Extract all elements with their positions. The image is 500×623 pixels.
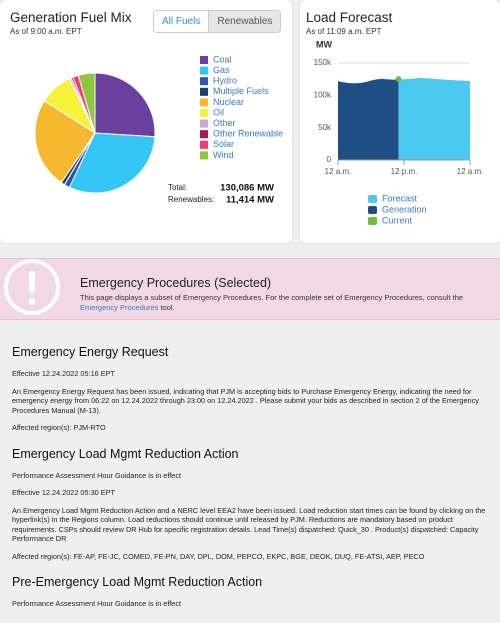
card-subtitle: As of 9:00 a.m. EPT: [10, 27, 82, 36]
legend-swatch: [200, 151, 208, 160]
legend-label: Forecast: [382, 193, 418, 203]
legend-swatch: [200, 140, 208, 149]
tabs: All Fuels Renewables: [153, 10, 282, 33]
area-chart: MW 0 50k 100k 150k 12 a.m. 12 p.m. 12 a.m. Forec…: [314, 39, 484, 225]
section-text: Performance Assessment Hour Guidance is …: [12, 599, 181, 608]
x-tick-label: 12 a.m.: [325, 167, 352, 176]
section-text: An Emergency Energy Request has been iss…: [12, 386, 479, 415]
section-text: Affected region(s): PJM-RTO: [12, 423, 106, 432]
y-tick-label: 0: [327, 155, 332, 164]
fuel-mix-card: Coal Gas Hydro Multiple Fuels Nuclear Oil Othe…: [0, 0, 292, 243]
card-title: Generation Fuel Mix: [10, 10, 132, 25]
section-title: Emergency Energy Request: [12, 345, 169, 359]
card-title: Load Forecast: [306, 10, 393, 25]
total-value: 130,086 MW: [220, 183, 274, 194]
legend-label: Generation: [382, 204, 427, 214]
legend-swatch: [200, 87, 208, 96]
y-axis-label: MW: [316, 39, 332, 49]
legend-label: Gas: [213, 65, 230, 75]
warning-icon: [4, 259, 60, 315]
page: {"chart_data": [ {"type": "pie", "title"…: [0, 0, 500, 608]
section-text: Effective 12.24.2022 05:16 EPT: [12, 369, 115, 378]
total-label: Total:: [168, 183, 187, 192]
legend-label: Hydro: [213, 76, 237, 86]
y-tick-label: 100k: [314, 90, 332, 99]
section-title: Emergency Load Mgmt Reduction Action: [12, 446, 239, 461]
x-tick-label: 12 p.m.: [391, 167, 418, 176]
section-text: An Emergency Load Mgmt Reduction Action …: [12, 505, 486, 544]
tab[interactable]: All Fuels: [154, 11, 209, 32]
tab[interactable]: Renewables: [208, 11, 281, 32]
card-subtitle: As of 11:09 a.m. EPT: [306, 27, 382, 36]
load-forecast-card: MW 0 50k 100k 150k 12 a.m. 12 p.m. 12 a.m. Forec…: [300, 0, 500, 243]
current-point: [395, 76, 402, 83]
legend-swatch: [368, 217, 377, 225]
legend-label: Wind: [213, 150, 234, 160]
text: tool.: [158, 303, 175, 312]
legend-swatch: [200, 119, 208, 128]
legend-label: Other Renewable: [213, 129, 283, 139]
legend-label: Other: [213, 118, 236, 128]
pie-slice: [68, 132, 156, 194]
section-title: Pre-Emergency Load Mgmt Reduction Action: [12, 575, 263, 589]
legend-label: Nuclear: [213, 97, 244, 107]
legend-swatch: [200, 109, 208, 117]
section-text: Performance Assessment Hour Guidance is …: [12, 470, 181, 480]
pie-slice: [34, 100, 96, 184]
y-tick-label: 50k: [318, 123, 332, 132]
banner-title: Emergency Procedures (Selected): [80, 276, 272, 290]
section-text: Affected region(s): FE-AP, FE-JC, COMED,…: [12, 551, 425, 561]
content: Emergency Energy Request Effective 12.24.…: [12, 345, 492, 623]
banner: Emergency Procedures (Selected) This pag…: [0, 258, 500, 320]
section-text: Effective 12.24.2022 05:30 EPT: [12, 488, 115, 497]
legend-swatch: [200, 77, 208, 86]
legend-swatch: [368, 206, 377, 214]
legend-swatch: [200, 56, 208, 64]
y-tick-label: 150k: [314, 58, 332, 67]
spacer: [12, 617, 492, 623]
legend-swatch: [368, 195, 377, 203]
text: This page displays a subset of Emergency…: [80, 293, 464, 302]
link[interactable]: Emergency Procedures: [80, 303, 159, 312]
x-tick-label: 12 a.m.: [457, 167, 484, 176]
legend-swatch: [200, 130, 208, 139]
legend-label: Oil: [213, 107, 224, 117]
total-value: 11,414 MW: [226, 195, 274, 206]
legend-label: Coal: [213, 54, 232, 64]
pie-slice: [77, 72, 96, 134]
total-label: Renewables:: [168, 195, 214, 204]
legend-swatch: [200, 98, 208, 107]
legend-label: Multiple Fuels: [213, 86, 269, 96]
banner-text: This page displays a subset of Emergency…: [80, 293, 495, 313]
legend-label: Solar: [213, 139, 234, 149]
series-area: [338, 79, 399, 160]
legend-label: Current: [382, 215, 413, 225]
pie-slice: [94, 72, 156, 138]
legend-swatch: [200, 66, 208, 75]
